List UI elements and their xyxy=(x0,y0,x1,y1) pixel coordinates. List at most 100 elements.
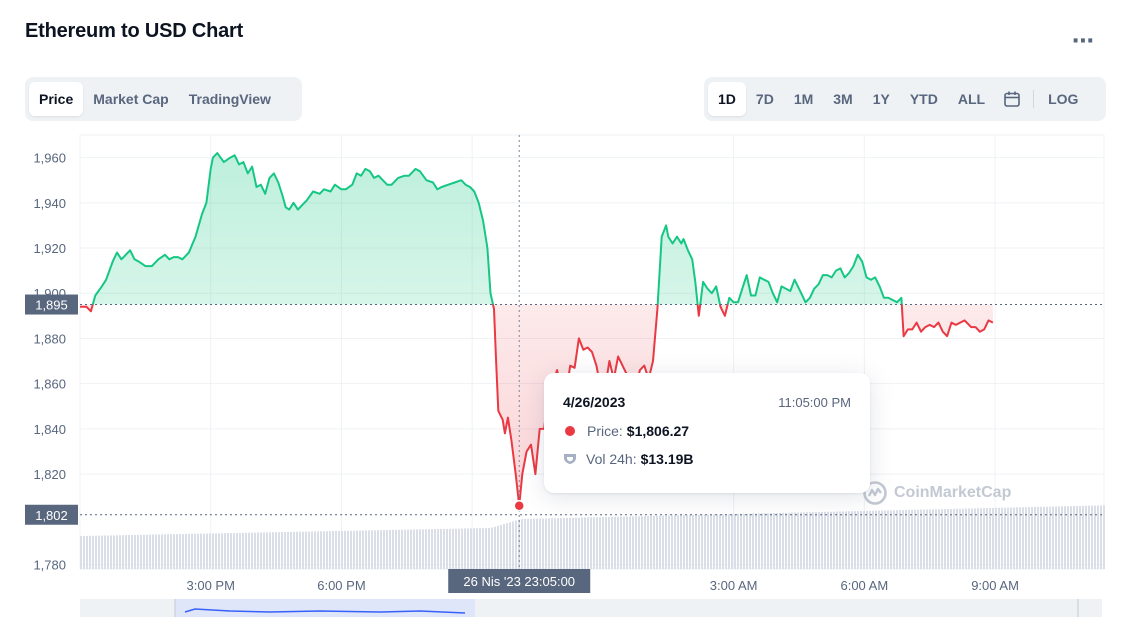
volume-bar xyxy=(740,513,742,569)
more-options-button[interactable]: ⋯ xyxy=(1066,26,1100,56)
volume-bar xyxy=(494,526,496,569)
volume-bar xyxy=(482,528,484,569)
volume-bar xyxy=(320,531,322,569)
volume-bar xyxy=(881,510,883,569)
volume-bar xyxy=(398,529,400,569)
watermark-text: CoinMarketCap xyxy=(894,484,1012,501)
volume-bar xyxy=(965,508,967,569)
volume-bar xyxy=(833,511,835,569)
volume-bar xyxy=(404,529,406,569)
x-tick-label: 3:00 PM xyxy=(187,578,235,593)
tab-tradingview[interactable]: TradingView xyxy=(188,91,271,107)
volume-bar xyxy=(1028,507,1030,569)
view-tab-group: Price Market Cap TradingView xyxy=(25,77,302,121)
volume-bar xyxy=(809,512,811,569)
volume-bar xyxy=(464,528,466,569)
volume-bar xyxy=(116,535,118,569)
volume-bar xyxy=(110,535,112,569)
volume-bar xyxy=(233,533,235,569)
volume-bar xyxy=(578,517,580,569)
volume-bar xyxy=(665,515,667,569)
y-tick-label: 1,880 xyxy=(33,331,66,346)
volume-bar xyxy=(128,535,130,569)
volume-bar xyxy=(560,518,562,569)
range-1y[interactable]: 1Y xyxy=(872,91,890,107)
volume-bar xyxy=(212,533,214,569)
range-7d[interactable]: 7D xyxy=(755,91,774,107)
tab-market-cap[interactable]: Market Cap xyxy=(93,91,169,107)
volume-bar xyxy=(185,533,187,569)
volume-bar xyxy=(617,516,619,569)
volume-bar xyxy=(395,529,397,569)
range-3m[interactable]: 3M xyxy=(833,91,853,107)
range-ytd[interactable]: YTD xyxy=(909,91,938,107)
volume-bar xyxy=(101,535,103,569)
volume-bar xyxy=(623,516,625,569)
volume-bar xyxy=(848,511,850,569)
volume-bar xyxy=(548,518,550,569)
volume-bar xyxy=(461,528,463,569)
volume-bar xyxy=(1103,505,1105,569)
volume-bar xyxy=(749,513,751,569)
volume-bar xyxy=(1043,506,1045,569)
volume-bar xyxy=(479,528,481,569)
volume-bar xyxy=(1037,506,1039,569)
volume-bar xyxy=(779,512,781,569)
volume-bar xyxy=(428,529,430,569)
volume-bar xyxy=(194,533,196,569)
range-all[interactable]: ALL xyxy=(957,91,986,107)
volume-bars xyxy=(80,505,1105,569)
volume-bar xyxy=(392,529,394,569)
volume-bar xyxy=(416,529,418,569)
volume-bar xyxy=(512,521,514,569)
volume-bar xyxy=(470,528,472,569)
volume-bar xyxy=(452,528,454,569)
log-scale-button[interactable]: LOG xyxy=(1048,91,1079,107)
tooltip-volume-row: Vol 24h: $13.19B xyxy=(563,451,851,467)
navigator-window[interactable] xyxy=(175,599,475,617)
volume-bar xyxy=(698,514,700,569)
volume-bar xyxy=(545,518,547,569)
volume-bar xyxy=(125,535,127,569)
volume-bar xyxy=(896,510,898,569)
volume-bar xyxy=(791,512,793,569)
volume-bar xyxy=(260,532,262,569)
y-tick-label: 1,920 xyxy=(33,241,66,256)
volume-bar xyxy=(167,534,169,569)
volume-bar xyxy=(227,533,229,569)
volume-bar xyxy=(455,528,457,569)
volume-bar xyxy=(821,511,823,569)
date-range-button[interactable] xyxy=(995,82,1029,116)
range-1d[interactable]: 1D xyxy=(708,82,746,116)
volume-bar xyxy=(785,512,787,569)
volume-bar xyxy=(737,513,739,569)
x-tick-label: 6:00 AM xyxy=(840,578,888,593)
volume-bar xyxy=(641,516,643,569)
range-1m[interactable]: 1M xyxy=(793,91,814,107)
tab-price[interactable]: Price xyxy=(29,82,84,116)
volume-bar xyxy=(806,512,808,569)
price-area-up xyxy=(80,153,993,305)
x-tick-label: 6:00 PM xyxy=(317,578,365,593)
volume-bar xyxy=(176,534,178,569)
volume-bar xyxy=(650,515,652,569)
volume-bar xyxy=(488,528,490,569)
volume-shield-icon xyxy=(563,453,577,465)
volume-bar xyxy=(680,515,682,569)
volume-bar xyxy=(143,534,145,569)
volume-bar xyxy=(626,516,628,569)
volume-bar xyxy=(875,510,877,569)
volume-bar xyxy=(1058,506,1060,569)
volume-bar xyxy=(407,529,409,569)
volume-bar xyxy=(920,509,922,569)
volume-bar xyxy=(701,514,703,569)
volume-bar xyxy=(539,518,541,569)
volume-bar xyxy=(1085,505,1087,569)
volume-bar xyxy=(299,531,301,569)
volume-bar xyxy=(818,512,820,569)
volume-bar xyxy=(1082,505,1084,569)
volume-bar xyxy=(365,530,367,569)
volume-bar xyxy=(122,535,124,569)
volume-bar xyxy=(215,533,217,569)
